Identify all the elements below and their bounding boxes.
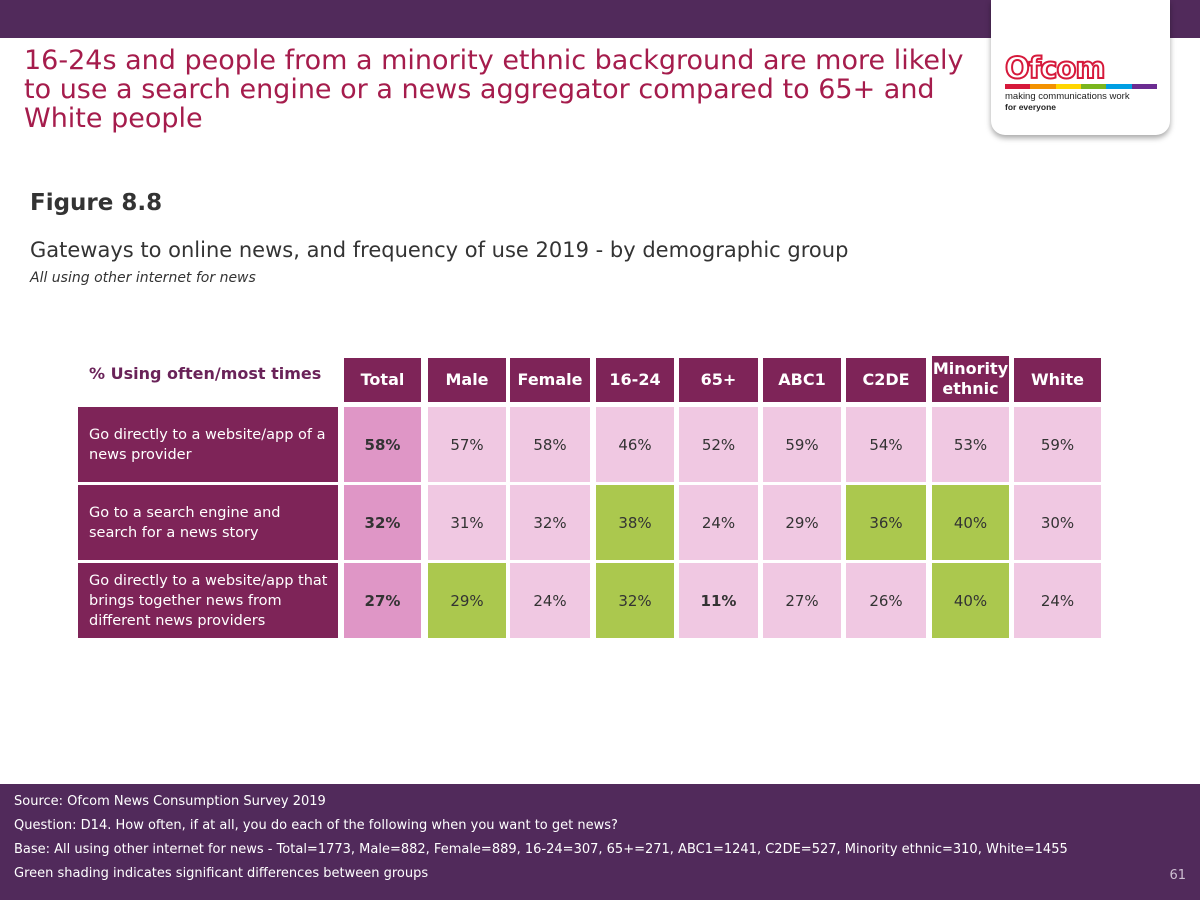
table-cell: 31% <box>428 485 506 560</box>
table-cell: 46% <box>596 407 674 482</box>
logo-wordmark: Ofcom <box>1004 51 1107 85</box>
footer-question: Question: D14. How often, if at all, you… <box>14 818 618 833</box>
table-cell: 59% <box>763 407 841 482</box>
logo-stripe-segment <box>1030 84 1056 89</box>
logo-stripe-segment <box>1055 84 1081 89</box>
table-cell: 32% <box>344 485 421 560</box>
footer-base: Base: All using other internet for news … <box>14 842 1068 857</box>
logo-tagline: making communications work <box>1005 91 1130 102</box>
table-cell: 11% <box>679 563 758 638</box>
column-header: C2DE <box>846 358 926 402</box>
table-cell: 40% <box>932 485 1009 560</box>
table-cell: 32% <box>596 563 674 638</box>
column-header: 16-24 <box>596 358 674 402</box>
column-header: Total <box>344 358 421 402</box>
table-header-label: % Using often/most times <box>89 364 322 383</box>
table-cell: 24% <box>679 485 758 560</box>
figure-label: Figure 8.8 <box>30 190 163 216</box>
column-header: ABC1 <box>763 358 841 402</box>
row-label: Go directly to a website/app that brings… <box>78 563 338 638</box>
table-cell: 52% <box>679 407 758 482</box>
table-cell: 57% <box>428 407 506 482</box>
ofcom-logo: Ofcom making communications work for eve… <box>991 0 1170 135</box>
table-cell: 59% <box>1014 407 1101 482</box>
table-cell: 32% <box>510 485 590 560</box>
slide-headline: 16-24s and people from a minority ethnic… <box>24 45 964 134</box>
table-cell: 24% <box>510 563 590 638</box>
column-header: Male <box>428 358 506 402</box>
table-cell: 58% <box>344 407 421 482</box>
column-header: Female <box>510 358 590 402</box>
logo-color-stripe <box>1005 84 1157 89</box>
figure-title: Gateways to online news, and frequency o… <box>30 238 849 262</box>
table-cell: 53% <box>932 407 1009 482</box>
table-cell: 30% <box>1014 485 1101 560</box>
table-cell: 36% <box>846 485 926 560</box>
logo-stripe-segment <box>1005 84 1031 89</box>
table-cell: 58% <box>510 407 590 482</box>
table-cell: 27% <box>344 563 421 638</box>
logo-tagline-2: for everyone <box>1005 102 1057 112</box>
table-cell: 29% <box>763 485 841 560</box>
table-cell: 27% <box>763 563 841 638</box>
table-cell: 54% <box>846 407 926 482</box>
row-label: Go directly to a website/app of a news p… <box>78 407 338 482</box>
footer-source: Source: Ofcom News Consumption Survey 20… <box>14 794 326 809</box>
table-cell: 26% <box>846 563 926 638</box>
column-header: Minority ethnic <box>932 356 1009 402</box>
footer: Source: Ofcom News Consumption Survey 20… <box>0 784 1200 900</box>
column-header: 65+ <box>679 358 758 402</box>
table-cell: 24% <box>1014 563 1101 638</box>
table-cell: 29% <box>428 563 506 638</box>
logo-stripe-segment <box>1080 84 1107 89</box>
logo-stripe-segment <box>1106 84 1132 89</box>
column-header: White <box>1014 358 1101 402</box>
table-cell: 38% <box>596 485 674 560</box>
footer-note: Green shading indicates significant diff… <box>14 866 429 881</box>
page-number: 61 <box>1169 868 1186 883</box>
row-label: Go to a search engine and search for a n… <box>78 485 338 560</box>
table-cell: 40% <box>932 563 1009 638</box>
figure-subtitle: All using other internet for news <box>30 270 256 286</box>
logo-stripe-segment <box>1131 84 1157 89</box>
